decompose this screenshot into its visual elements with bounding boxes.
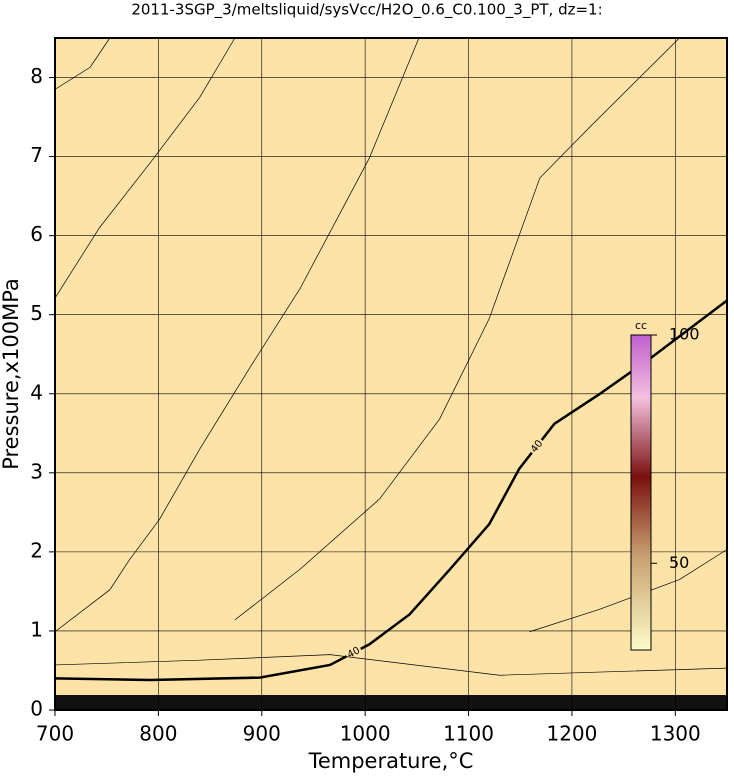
x-tick-label: 900 [243, 722, 281, 746]
x-tick-label: 800 [139, 722, 177, 746]
plot-background [55, 38, 727, 710]
x-tick-label: 1200 [546, 722, 597, 746]
contour-line [54, 299, 728, 682]
y-tick-label: 5 [30, 301, 43, 325]
x-tick-label: 1100 [443, 722, 494, 746]
colorbar-tick-label: 100 [669, 325, 700, 344]
dense-contour-band [55, 695, 727, 710]
contour-line [234, 37, 680, 621]
y-tick-label: 0 [30, 697, 43, 721]
x-tick-label: 1000 [340, 722, 391, 746]
y-tick-label: 2 [30, 538, 43, 562]
chart-title: 2011-3SGP_3/meltsliquid/sysVcc/H2O_0.6_C… [131, 1, 602, 20]
contour-line [54, 37, 111, 90]
contour-line [54, 654, 728, 676]
colorbar [630, 334, 652, 651]
colorbar-tick-label: 50 [669, 553, 689, 572]
plot-frame [54, 37, 728, 711]
contour-line [54, 37, 420, 633]
y-tick-label: 1 [30, 617, 43, 641]
x-tick-label: 1300 [650, 722, 701, 746]
contour-line [54, 37, 236, 299]
y-tick-label: 8 [30, 64, 43, 88]
y-tick-label: 4 [30, 380, 43, 404]
y-tick-label: 3 [30, 459, 43, 483]
y-tick-label: 6 [30, 222, 43, 246]
x-axis-label: Temperature,°C [308, 749, 474, 773]
contour-label-bg [527, 436, 547, 457]
colorbar-label: cc [635, 319, 647, 332]
y-tick-label: 7 [30, 143, 43, 167]
x-tick-label: 700 [36, 722, 74, 746]
y-axis-label: Pressure,x100MPa [0, 278, 23, 470]
